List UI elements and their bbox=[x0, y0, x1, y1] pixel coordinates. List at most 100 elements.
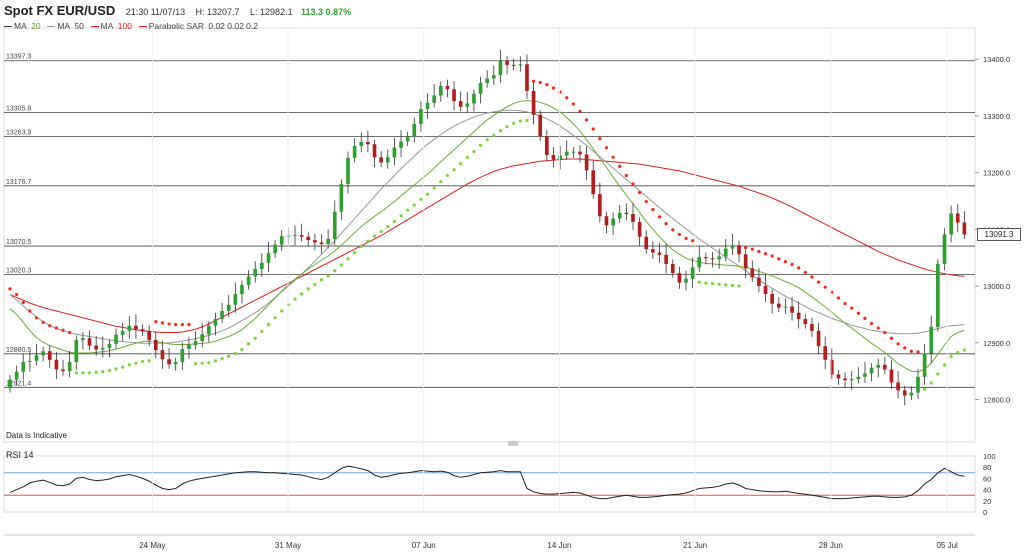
candle-body-down bbox=[889, 369, 894, 383]
rsi-tick-label: 80 bbox=[983, 463, 991, 472]
candle-body-up bbox=[180, 348, 185, 363]
candle-body-up bbox=[173, 362, 178, 365]
x-tick-label: 31 May bbox=[275, 541, 301, 550]
candle-body-up bbox=[723, 248, 728, 257]
sar-dot-up bbox=[87, 371, 92, 375]
sar-dot-down bbox=[154, 320, 158, 324]
candle-body-up bbox=[498, 60, 503, 76]
candle-body-up bbox=[611, 218, 615, 226]
candle-body-down bbox=[319, 242, 324, 245]
rsi-tick-label: 40 bbox=[983, 486, 991, 495]
candle-body-up bbox=[200, 334, 205, 342]
sar-dot-up bbox=[220, 357, 224, 361]
sar-params: 0.02 0.02 0.2 bbox=[208, 21, 258, 31]
sar-dot-down bbox=[869, 321, 874, 326]
candle-body-up bbox=[34, 355, 39, 361]
candle-body-up bbox=[472, 93, 476, 104]
candle-body-down bbox=[631, 214, 635, 222]
sar-dot-down bbox=[651, 207, 655, 212]
sar-dot-up bbox=[472, 150, 476, 154]
sar-dot-up bbox=[121, 365, 125, 369]
sar-dot-up bbox=[359, 244, 363, 248]
candle-body-up bbox=[405, 136, 410, 142]
level-label: 13020.3 bbox=[6, 268, 31, 275]
candle-body-down bbox=[770, 293, 774, 304]
sar-dot-up bbox=[339, 263, 343, 267]
candle-body-up bbox=[385, 157, 390, 163]
sar-dot-up bbox=[923, 387, 927, 391]
sar-dot-up bbox=[704, 281, 708, 285]
x-tick-label: 28 Jun bbox=[819, 541, 843, 550]
candle-body-down bbox=[61, 369, 65, 372]
sar-dot-up bbox=[353, 250, 357, 255]
candle-body-up bbox=[922, 353, 927, 377]
sar-dot-up bbox=[386, 224, 390, 229]
sar-dot-down bbox=[777, 257, 781, 261]
sar-dot-down bbox=[551, 86, 556, 90]
candle-body-up bbox=[916, 376, 920, 393]
sar-dot-up bbox=[207, 361, 211, 365]
candle-body-down bbox=[763, 286, 768, 294]
candle-body-up bbox=[684, 278, 688, 283]
sar-dot-down bbox=[664, 222, 668, 226]
candle-body-down bbox=[379, 157, 383, 163]
candle-body-down bbox=[823, 346, 828, 360]
candle-body-down bbox=[545, 136, 549, 156]
sar-dot-down bbox=[843, 302, 847, 306]
sar-dot-up bbox=[134, 361, 138, 365]
sar-dot-up bbox=[200, 361, 204, 365]
sar-dot-up bbox=[949, 354, 953, 358]
candle-body-down bbox=[750, 268, 755, 278]
candle-body-down bbox=[147, 331, 152, 340]
sar-dot-down bbox=[604, 146, 609, 150]
candle-body-up bbox=[863, 373, 867, 377]
sar-dot-down bbox=[15, 292, 19, 297]
sar-dot-up bbox=[233, 351, 237, 356]
x-tick-label: 05 Jul bbox=[936, 541, 958, 550]
last-price-box: 13091.3 bbox=[977, 228, 1021, 241]
sar-dot-up bbox=[127, 363, 131, 367]
sar-dot-down bbox=[180, 323, 184, 327]
sar-dot-down bbox=[671, 228, 675, 232]
sar-dot-down bbox=[889, 336, 894, 340]
sar-dot-down bbox=[797, 266, 801, 270]
candle-body-down bbox=[896, 382, 900, 391]
sar-dot-up bbox=[942, 363, 947, 367]
candle-body-down bbox=[551, 155, 556, 160]
candle-body-down bbox=[160, 350, 165, 360]
sar-dot-down bbox=[54, 326, 58, 330]
sar-dot-down bbox=[691, 239, 695, 243]
candle-body-down bbox=[843, 378, 847, 381]
candle-body-down bbox=[505, 60, 509, 65]
candle-body-down bbox=[710, 258, 715, 260]
sar-dot-down bbox=[823, 285, 827, 289]
candle-body-up bbox=[220, 310, 224, 319]
sar-dot-up bbox=[465, 155, 469, 159]
candle-body-down bbox=[366, 141, 370, 145]
candle-body-up bbox=[127, 325, 132, 331]
sar-dot-up bbox=[962, 348, 966, 352]
ma100-value: 100 bbox=[117, 21, 132, 31]
indicator-legend: MA 20 MA 50 MA 100 Parabolic SAR 0.02 0.… bbox=[4, 21, 260, 31]
sar-dot-down bbox=[631, 182, 635, 186]
candle-body-down bbox=[776, 303, 781, 308]
sar-dot-up bbox=[459, 161, 463, 166]
sar-dot-up bbox=[280, 309, 284, 313]
sar-dot-down bbox=[624, 173, 628, 178]
sar-dot-down bbox=[757, 249, 761, 254]
candle-body-down bbox=[94, 345, 98, 350]
sar-dot-up bbox=[260, 329, 264, 334]
level-label: 12880.5 bbox=[6, 347, 31, 354]
candle-body-down bbox=[902, 390, 907, 396]
sar-dot-up bbox=[710, 282, 715, 286]
sar-dot-down bbox=[28, 309, 32, 313]
candle-body-up bbox=[339, 183, 344, 212]
panel-divider-grip bbox=[508, 441, 518, 446]
sar-dot-down bbox=[585, 118, 589, 122]
sar-dot-down bbox=[644, 199, 648, 204]
candle-body-up bbox=[478, 83, 483, 94]
candle-body-down bbox=[87, 338, 92, 346]
sar-dot-up bbox=[419, 197, 423, 201]
sar-dot-down bbox=[916, 350, 920, 354]
sar-dot-down bbox=[790, 262, 794, 267]
